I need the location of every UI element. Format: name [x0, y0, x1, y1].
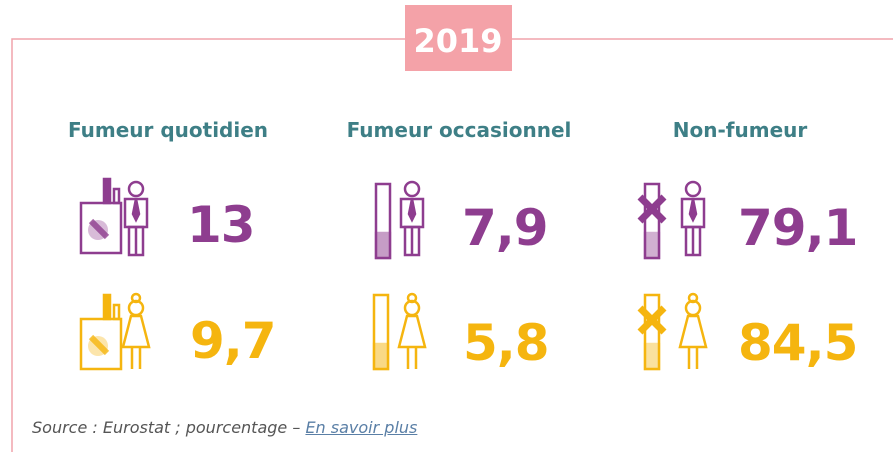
column-title: Fumeur quotidien [68, 118, 268, 142]
column-title: Fumeur occasionnel [347, 118, 572, 142]
icon-x [640, 295, 664, 369]
value: 79,1 [738, 199, 857, 257]
icon-man [680, 180, 706, 257]
icon-man [399, 180, 425, 257]
source-text: Source : Eurostat ; pourcentage – [32, 418, 301, 437]
value: 84,5 [738, 314, 857, 372]
icon-x [640, 184, 664, 258]
icon-bar [372, 293, 390, 371]
men-row: 13 7,9 79,1 [81, 179, 858, 260]
icon-man [123, 180, 149, 257]
value: 5,8 [463, 314, 549, 372]
value: 7,9 [462, 199, 548, 257]
icon-pack [81, 295, 121, 369]
link[interactable]: En savoir plus [305, 418, 418, 437]
icon-pack [81, 179, 121, 253]
year-badge [405, 5, 512, 71]
value: 9,7 [190, 312, 276, 370]
icon-bar [374, 182, 392, 260]
source: Source : Eurostat ; pourcentage – En sav… [32, 418, 417, 437]
women-row: 9,7 5,8 84,5 [81, 292, 858, 372]
year: 2019 [413, 22, 502, 60]
value: 13 [187, 196, 255, 254]
column-title: Non-fumeur [673, 118, 808, 142]
icon-woman [678, 292, 708, 371]
frame [11, 38, 893, 452]
icon-woman [397, 292, 427, 371]
icon-woman [121, 292, 151, 371]
